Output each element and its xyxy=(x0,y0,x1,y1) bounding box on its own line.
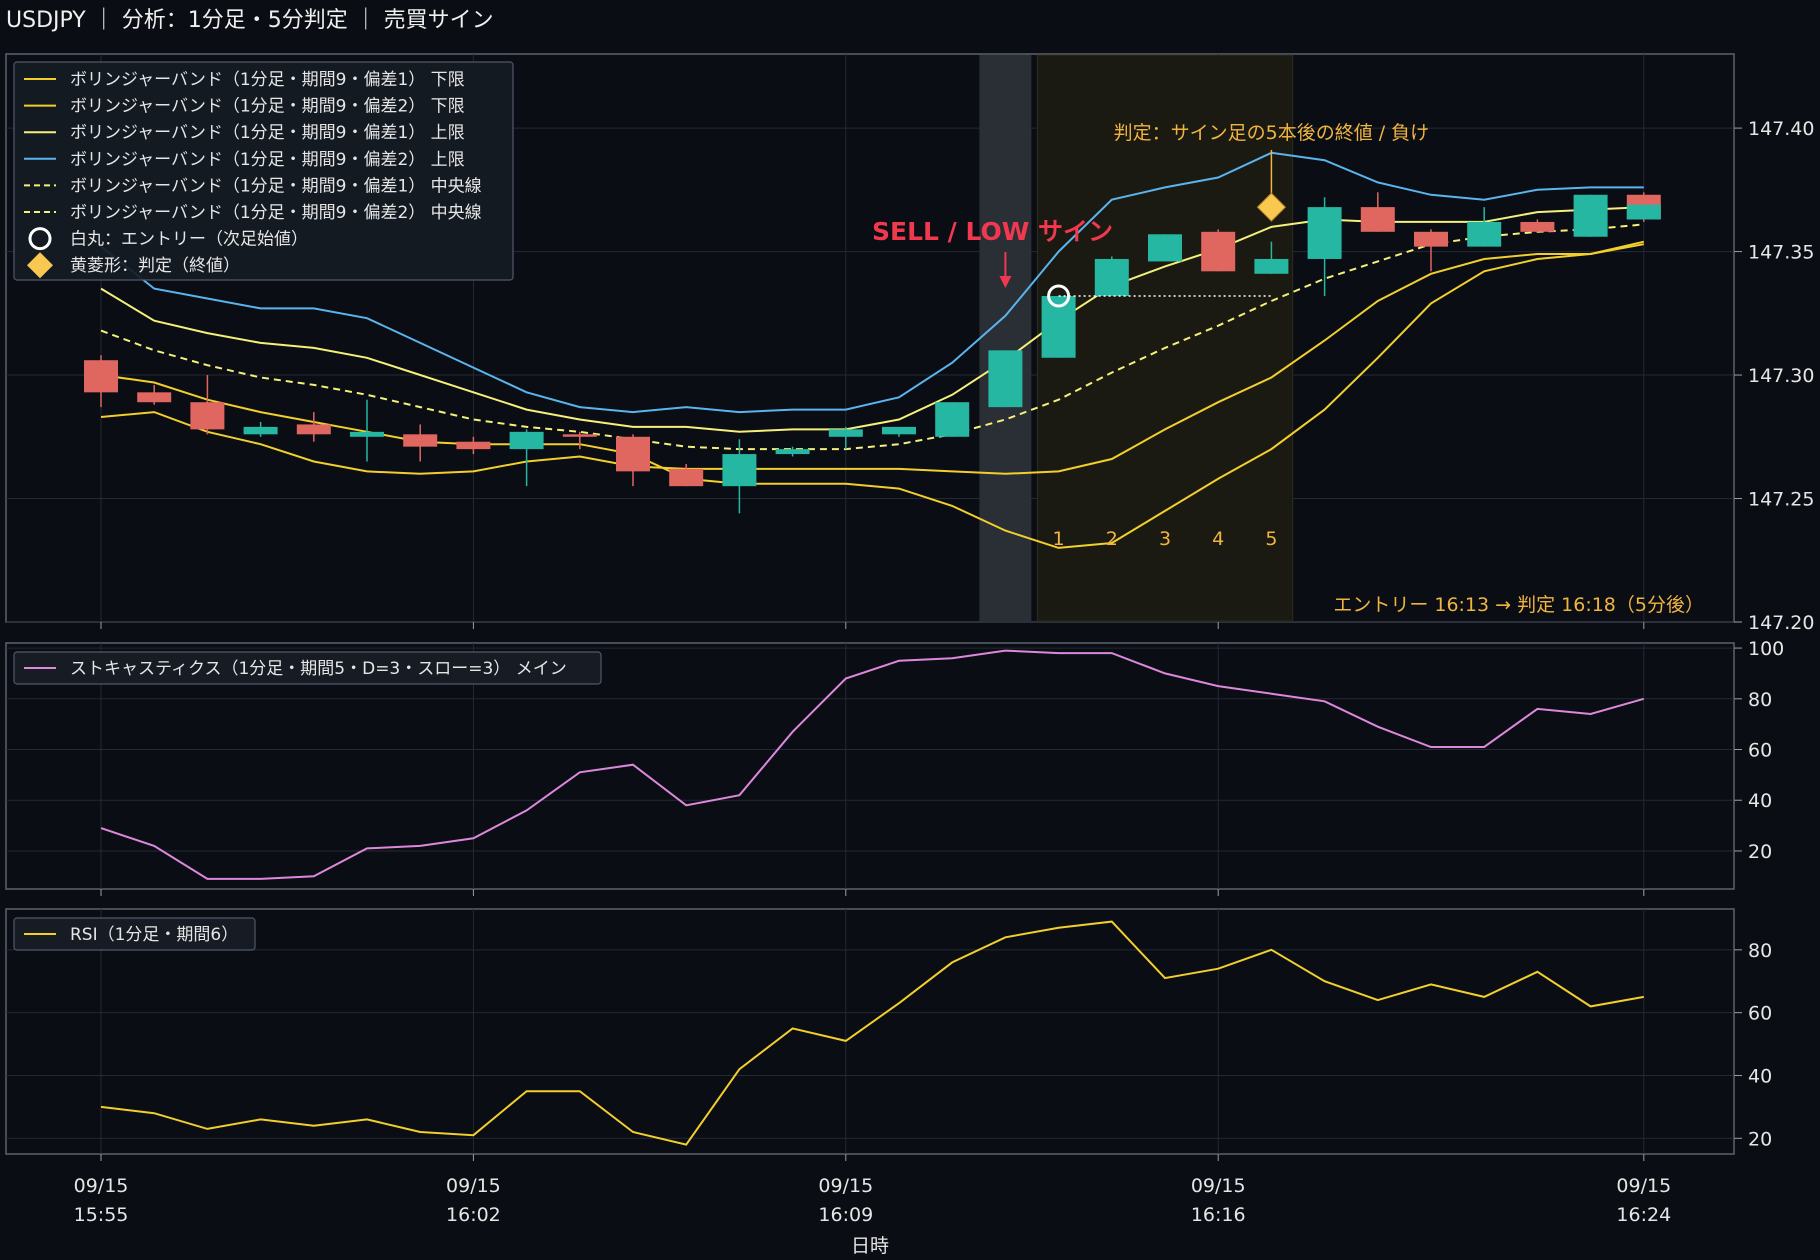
bearish-candle xyxy=(562,434,597,437)
bearish-candle xyxy=(137,392,172,403)
bearish-candle xyxy=(190,402,225,430)
rsi-legend-label: RSI（1分足・期間6） xyxy=(70,925,238,945)
bullish-candle xyxy=(1094,258,1129,297)
signal-highlight-region xyxy=(979,55,1032,621)
bullish-candle xyxy=(1148,234,1182,262)
x-axis-label: 日時 xyxy=(851,1235,889,1257)
legend-label: ボリンジャーバンド（1分足・期間9・偏差1） 下限 xyxy=(70,70,465,90)
stoch-y-tick-label: 40 xyxy=(1748,790,1772,812)
bar-count-label-3: 3 xyxy=(1159,528,1171,550)
sell-signal-arrow-head xyxy=(999,276,1012,288)
price-y-tick-label: 147.40 xyxy=(1748,118,1814,140)
judgement-window-region xyxy=(1036,54,1294,622)
price-legend: ボリンジャーバンド（1分足・期間9・偏差1） 下限ボリンジャーバンド（1分足・期… xyxy=(13,61,514,281)
x-tick-date-label: 09/15 xyxy=(74,1175,129,1197)
bullish-candle xyxy=(722,454,757,487)
price-y-tick-label: 147.35 xyxy=(1748,242,1814,264)
x-tick-time-label: 16:02 xyxy=(446,1204,501,1226)
rsi-y-tick-label: 60 xyxy=(1748,1003,1772,1025)
stoch-y-tick-label: 100 xyxy=(1748,638,1784,660)
stochastics-legend-box xyxy=(13,651,602,685)
bb-dev1-lower-line xyxy=(100,240,1645,549)
bullish-candle xyxy=(1467,221,1502,247)
stochastics-legend-label: ストキャスティクス（1分足・期間5・D=3・スロー=3） メイン xyxy=(70,659,567,679)
bar-count-label-1: 1 xyxy=(1053,528,1065,550)
price-y-tick-label: 147.25 xyxy=(1748,489,1814,511)
rsi-line xyxy=(100,920,1644,1146)
bullish-candle xyxy=(882,426,916,435)
rsi-panel xyxy=(5,908,1735,1155)
sell-signal-label: SELL / LOW サイン xyxy=(872,217,1113,246)
entry-judgement-time-note: エントリー 16:13 → 判定 16:18（5分後） xyxy=(1333,594,1704,616)
legend-circle-swatch xyxy=(28,227,52,251)
legend-label: 白丸：エントリー（次足始値） xyxy=(70,230,308,250)
bullish-candle xyxy=(1254,258,1289,274)
x-tick-date-label: 09/15 xyxy=(1191,1175,1246,1197)
judgement-marker-diamond xyxy=(1256,192,1287,222)
bullish-candle xyxy=(243,426,278,435)
stochastics-line xyxy=(100,649,1645,880)
legend-label: ボリンジャーバンド（1分足・期間9・偏差1） 上限 xyxy=(70,123,465,143)
x-tick-time-label: 16:16 xyxy=(1191,1204,1246,1226)
price-y-tick-label: 147.20 xyxy=(1748,612,1814,634)
x-tick-time-label: 16:24 xyxy=(1616,1204,1671,1226)
legend-diamond-swatch xyxy=(27,252,53,279)
bb-dev2-upper-line xyxy=(100,151,1644,414)
bb-middle-line xyxy=(100,223,1644,451)
bullish-candle xyxy=(350,431,384,437)
x-tick-time-label: 15:55 xyxy=(74,1204,129,1226)
bullish-candle xyxy=(935,402,970,437)
bearish-candle xyxy=(1201,231,1236,272)
legend-label: 黄菱形：判定（終値） xyxy=(70,256,240,276)
legend-label: ボリンジャーバンド（1分足・期間9・偏差2） 中央線 xyxy=(70,203,482,223)
stoch-y-tick-label: 20 xyxy=(1748,841,1772,863)
entry-marker-circle xyxy=(1047,284,1071,308)
bearish-candle xyxy=(403,434,438,447)
bearish-candle xyxy=(296,424,331,435)
bearish-candle xyxy=(456,441,491,450)
page-title: USDJPY ｜ 分析：1分足・5分判定 ｜ 売買サイン xyxy=(6,8,494,33)
x-tick-time-label: 16:09 xyxy=(818,1204,873,1226)
bullish-candle xyxy=(509,431,544,450)
price-legend-box xyxy=(13,61,514,281)
x-tick-date-label: 09/15 xyxy=(1616,1175,1671,1197)
bearish-candle xyxy=(84,360,118,393)
bullish-candle xyxy=(775,449,810,455)
bar-count-label-2: 2 xyxy=(1106,528,1118,550)
bb-dev2-lower-line xyxy=(100,243,1644,475)
stoch-y-tick-label: 80 xyxy=(1748,689,1772,711)
bullish-candle xyxy=(828,429,863,437)
legend-label: ボリンジャーバンド（1分足・期間9・偏差1） 中央線 xyxy=(70,176,482,196)
bearish-candle xyxy=(669,468,704,487)
bar-count-label-5: 5 xyxy=(1265,528,1277,550)
price-y-tick-label: 147.30 xyxy=(1748,365,1814,387)
bearish-candle xyxy=(1414,231,1448,247)
rsi-y-tick-label: 40 xyxy=(1748,1065,1772,1087)
bullish-candle xyxy=(1573,194,1608,237)
bullish-candle xyxy=(988,350,1023,408)
bearish-candle xyxy=(616,436,650,472)
bullish-candle xyxy=(1307,207,1342,259)
rsi-y-tick-label: 80 xyxy=(1748,940,1772,962)
stoch-y-tick-label: 60 xyxy=(1748,740,1772,762)
x-tick-date-label: 09/15 xyxy=(446,1175,501,1197)
rsi-y-tick-label: 20 xyxy=(1748,1128,1772,1150)
bearish-candle xyxy=(1520,221,1555,232)
legend-label: ボリンジャーバンド（1分足・期間9・偏差2） 下限 xyxy=(70,97,465,117)
bar-count-label-4: 4 xyxy=(1212,528,1224,550)
x-tick-date-label: 09/15 xyxy=(818,1175,873,1197)
rsi-legend-box xyxy=(13,917,256,951)
grid-lines xyxy=(6,54,1742,1161)
legend-label: ボリンジャーバンド（1分足・期間9・偏差2） 上限 xyxy=(70,150,465,170)
bearish-candle xyxy=(1360,207,1395,232)
bullish-candle xyxy=(1626,204,1661,220)
judgement-label: 判定：サイン足の5本後の終値 / 負け xyxy=(1114,122,1430,144)
